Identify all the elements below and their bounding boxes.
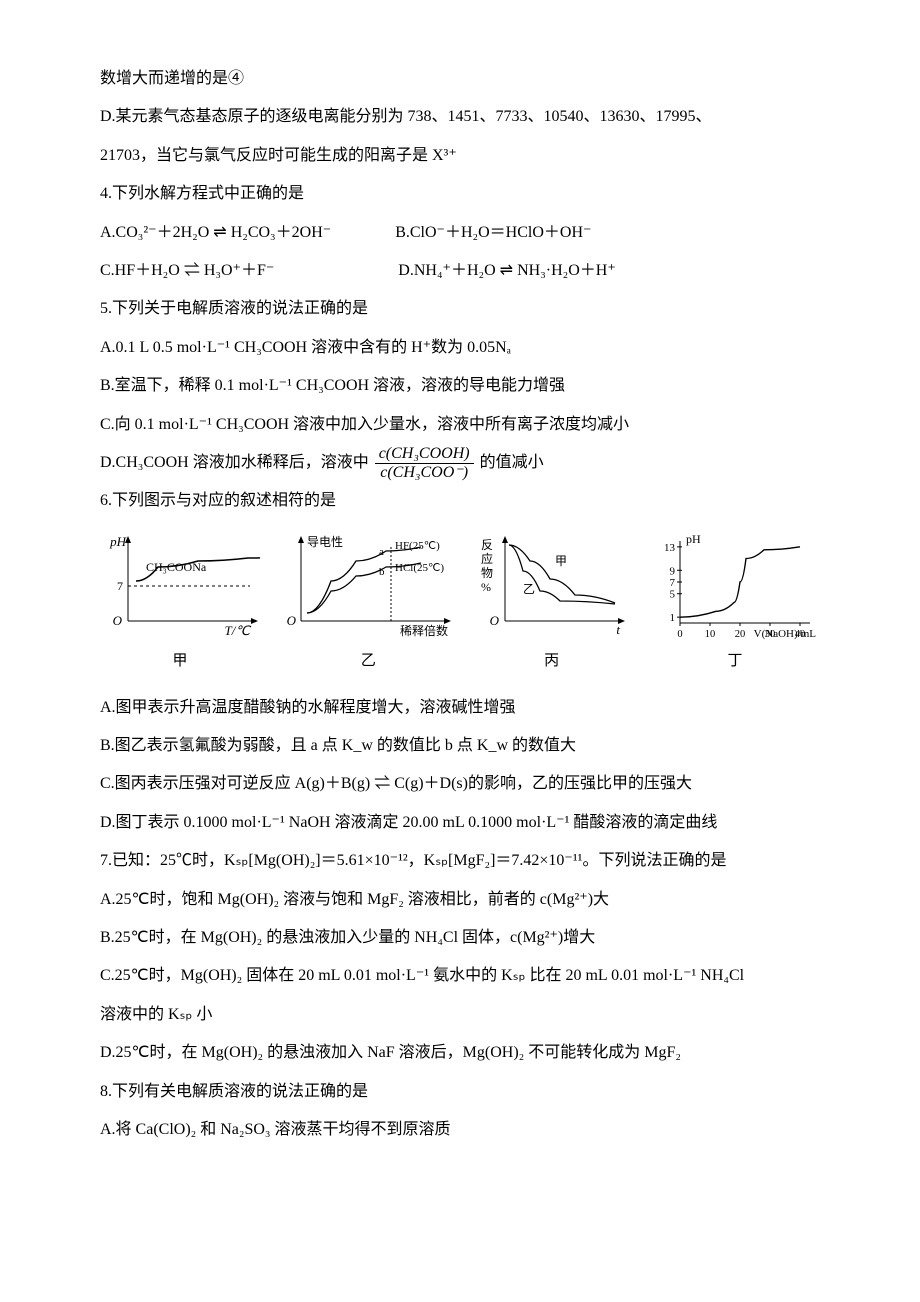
svg-text:乙: 乙 [523,582,535,596]
chart-jia-svg: pH T/℃ O 7 CH₃COONa [100,531,260,641]
fraction-numerator: c(CH₃COOH) [375,445,474,464]
svg-text:甲: 甲 [555,554,567,568]
q4c: C.HF＋H₂O ⇌ H₃O⁺＋F⁻ [100,262,274,279]
svg-text:5: 5 [669,588,675,600]
q7b: B.25℃时，在 Mg(OH)₂ 的悬浊液加入少量的 NH₄Cl 固体，c(Mg… [100,919,820,957]
question-4: 4.下列水解方程式中正确的是 [100,175,820,213]
svg-text:9: 9 [669,565,675,577]
svg-text:CH₃COONa: CH₃COONa [146,560,207,574]
svg-text:%: % [481,580,491,594]
svg-text:反: 反 [481,538,493,552]
svg-text:0: 0 [677,629,682,640]
svg-text:O: O [287,613,297,628]
svg-text:7: 7 [669,577,675,589]
svg-text:a: a [379,546,384,558]
svg-text:O: O [113,613,123,628]
question-6: 6.下列图示与对应的叙述相符的是 [100,482,820,520]
svg-text:稀释倍数: 稀释倍数 [400,623,448,638]
q7c-1: C.25℃时，Mg(OH)₂ 固体在 20 mL 0.01 mol·L⁻¹ 氨水… [100,957,820,995]
svg-text:pH: pH [109,534,127,549]
chart-bing-label: 丙 [544,643,559,679]
svg-text:导电性: 导电性 [307,535,343,549]
svg-text:30: 30 [765,629,776,640]
chart-bing: 反应物% t O 甲乙 丙 [477,531,627,679]
svg-text:1: 1 [669,612,675,624]
q5c: C.向 0.1 mol·L⁻¹ CH₃COOH 溶液中加入少量水，溶液中所有离子… [100,406,820,444]
chart-ding-label: 丁 [727,643,742,679]
svg-text:7: 7 [117,579,123,593]
svg-text:HCl(25℃): HCl(25℃) [395,562,444,574]
svg-text:t: t [616,622,620,637]
q8a: A.将 Ca(ClO)₂ 和 Na₂SO₃ 溶液蒸干均得不到原溶质 [100,1111,820,1149]
chart-yi: 导电性稀释倍数 Oab HF(25℃) HCl(25℃) 乙 [283,531,453,679]
q4b: B.ClO⁻＋H₂O＝HClO＋OH⁻ [395,224,591,241]
q6c: C.图丙表示压强对可逆反应 A(g)＋B(g) ⇌ C(g)＋D(s)的影响，乙… [100,765,820,803]
q5d: D.CH₃COOH 溶液加水稀释后，溶液中 c(CH₃COOH) c(CH₃CO… [100,444,820,482]
svg-text:T/℃: T/℃ [225,623,252,638]
chart-jia-label: 甲 [172,643,187,679]
q7a: A.25℃时，饱和 Mg(OH)₂ 溶液与饱和 MgF₂ 溶液相比，前者的 c(… [100,881,820,919]
q7d: D.25℃时，在 Mg(OH)₂ 的悬浊液加入 NaF 溶液后，Mg(OH)₂ … [100,1034,820,1072]
q5d-pre: D.CH₃COOH 溶液加水稀释后，溶液中 [100,454,369,471]
q7c-2: 溶液中的 Kₛₚ 小 [100,996,820,1034]
svg-text:HF(25℃): HF(25℃) [395,540,440,552]
svg-text:V(NaOH)/mL: V(NaOH)/mL [754,628,817,640]
q6d: D.图丁表示 0.1000 mol·L⁻¹ NaOH 溶液滴定 20.00 mL… [100,804,820,842]
text-line: 21703，当它与氯气反应时可能生成的阳离子是 X³⁺ [100,137,820,175]
q4-options-row1: A.CO₃²⁻＋2H₂O ⇌ H₂CO₃＋2OH⁻ B.ClO⁻＋H₂O＝HCl… [100,214,820,252]
chart-yi-label: 乙 [361,643,376,679]
svg-text:pH: pH [686,532,701,546]
svg-text:应: 应 [481,551,493,566]
q4d: D.NH₄⁺＋H₂O ⇌ NH₃·H₂O＋H⁺ [398,262,616,279]
svg-text:10: 10 [705,629,716,640]
svg-text:物: 物 [481,566,493,580]
q6a: A.图甲表示升高温度醋酸钠的水解程度增大，溶液碱性增强 [100,689,820,727]
svg-text:O: O [489,613,499,628]
q4a: A.CO₃²⁻＋2H₂O ⇌ H₂CO₃＋2OH⁻ [100,224,331,241]
svg-text:b: b [379,566,385,578]
chart-ding-svg: pH V(NaOH)/mL 1 579 13 0 10 20 30 40 [650,531,820,641]
text-line: 数增大而递增的是④ [100,60,820,98]
fraction: c(CH₃COOH) c(CH₃COO⁻) [375,445,474,481]
svg-text:40: 40 [795,629,806,640]
question-7: 7.已知：25℃时，Kₛₚ[Mg(OH)₂]＝5.61×10⁻¹²，Kₛₚ[Mg… [100,842,820,880]
chart-ding: pH V(NaOH)/mL 1 579 13 0 10 20 30 40 丁 [650,531,820,679]
question-5: 5.下列关于电解质溶液的说法正确的是 [100,290,820,328]
chart-bing-svg: 反应物% t O 甲乙 [477,531,627,641]
q5d-post: 的值减小 [480,454,544,471]
fraction-denominator: c(CH₃COO⁻) [375,464,474,482]
text-line: D.某元素气态基态原子的逐级电离能分别为 738、1451、7733、10540… [100,98,820,136]
q5a: A.0.1 L 0.5 mol·L⁻¹ CH₃COOH 溶液中含有的 H⁺数为 … [100,329,820,367]
charts-row: pH T/℃ O 7 CH₃COONa 甲 导电性稀释倍数 Oab HF(25℃) HCl(2… [100,531,820,679]
svg-text:13: 13 [664,542,676,554]
question-8: 8.下列有关电解质溶液的说法正确的是 [100,1073,820,1111]
q5b: B.室温下，稀释 0.1 mol·L⁻¹ CH₃COOH 溶液，溶液的导电能力增… [100,367,820,405]
svg-text:20: 20 [735,629,746,640]
q6b: B.图乙表示氢氟酸为弱酸，且 a 点 K_w 的数值比 b 点 K_w 的数值大 [100,727,820,765]
q4-options-row2: C.HF＋H₂O ⇌ H₃O⁺＋F⁻ D.NH₄⁺＋H₂O ⇌ NH₃·H₂O＋… [100,252,820,290]
chart-jia: pH T/℃ O 7 CH₃COONa 甲 [100,531,260,679]
chart-yi-svg: 导电性稀释倍数 Oab HF(25℃) HCl(25℃) [283,531,453,641]
